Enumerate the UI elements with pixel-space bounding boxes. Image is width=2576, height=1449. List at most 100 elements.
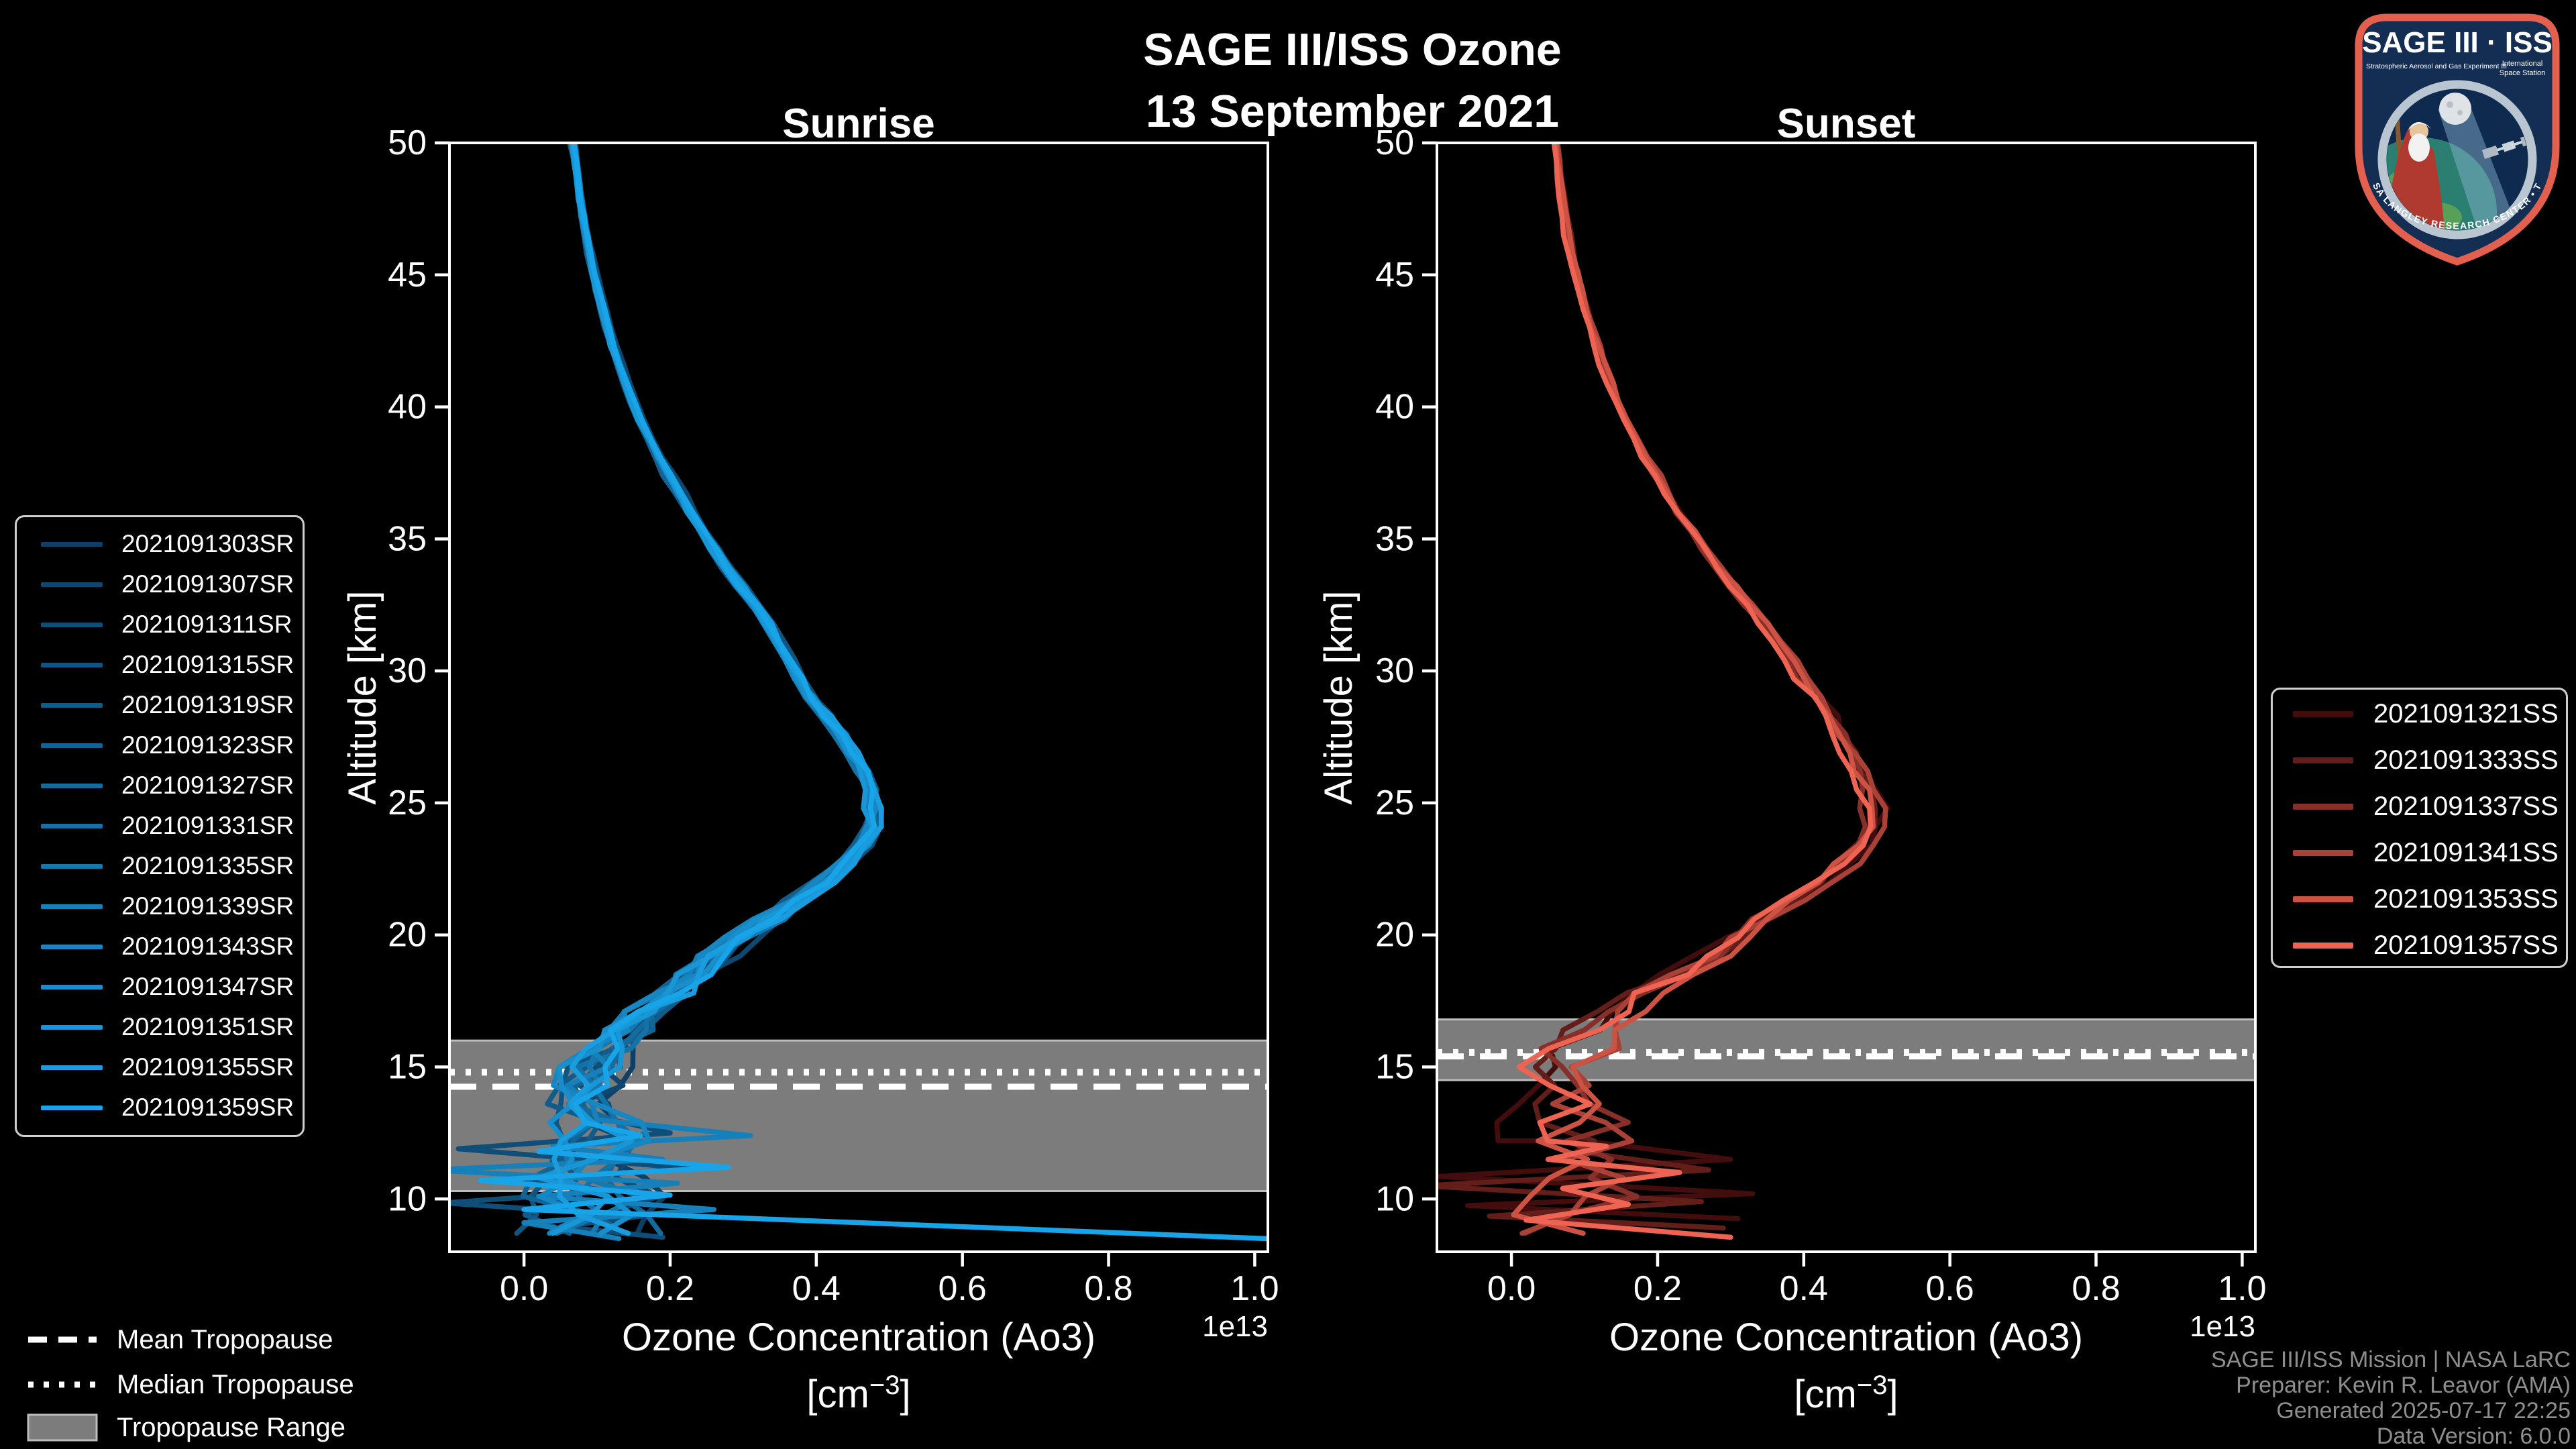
unit-open: [cm	[1794, 1373, 1856, 1416]
legend-item: 2021091319SR	[17, 685, 303, 725]
y-tick-label: 30	[1375, 651, 1414, 690]
x-tick-label: 1.0	[1230, 1269, 1279, 1308]
figure-title: SAGE III/ISS Ozone 13 September 2021	[1143, 19, 1561, 142]
axes-spines	[448, 142, 1269, 1253]
logo-subtitle-right1: International	[2502, 60, 2543, 68]
footer-line-preparer: Preparer: Kevin R. Leavor (AMA)	[2236, 1373, 2571, 1398]
series-color-swatch	[2293, 850, 2353, 856]
series-color-swatch	[41, 904, 103, 909]
sunrise-panel: 0.0 0.2 0.4 0.6 0.8 1.0 10 15 20 25 30 35 40 45 50	[388, 123, 1279, 1308]
series-label: 2021091343SR	[121, 932, 294, 960]
legend-item: 2021091353SS	[2273, 876, 2566, 922]
sunrise-panel-title: Sunrise	[782, 101, 934, 147]
y-tick-label: 40	[388, 388, 427, 427]
sunrise-y-axis-label: Altitude [km]	[341, 590, 384, 804]
x-tick-label: 0.4	[1780, 1269, 1828, 1308]
profile-curves	[449, 143, 1268, 1242]
series-label: 2021091351SR	[121, 1013, 294, 1040]
legend-item: 2021091307SR	[17, 564, 303, 604]
sunset-x-axis-label: Ozone Concentration (Ao3)	[1609, 1316, 2083, 1359]
series-label: 2021091339SR	[121, 892, 294, 920]
x-tick-label: 0.2	[646, 1269, 694, 1308]
axes-spines	[1436, 142, 2257, 1253]
profile-line	[478, 143, 1268, 1242]
sunrise-axis-offset: 1e13	[1202, 1310, 1268, 1343]
series-color-swatch	[41, 783, 103, 788]
profile-line	[1516, 143, 1874, 1240]
band-swatch-icon	[27, 1413, 98, 1442]
series-label: 2021091333SS	[2373, 745, 2559, 775]
legend-item: 2021091355SR	[17, 1047, 303, 1087]
sunrise-x-axis-label: Ozone Concentration (Ao3)	[622, 1316, 1095, 1359]
x-tick-label: 0.0	[1487, 1269, 1536, 1308]
series-color-swatch	[41, 1024, 103, 1030]
x-tick-label: 0.8	[2072, 1269, 2120, 1308]
series-color-swatch	[2293, 896, 2353, 902]
sunset-axis-offset: 1e13	[2190, 1310, 2255, 1343]
legend-item: 2021091351SR	[17, 1007, 303, 1047]
legend-item: 2021091347SR	[17, 967, 303, 1007]
legend-label: Mean Tropopause	[117, 1324, 333, 1354]
x-tick-label: 0.2	[1633, 1269, 1682, 1308]
legend-item: 2021091359SR	[17, 1087, 303, 1128]
series-color-swatch	[41, 984, 103, 989]
legend-item: 2021091303SR	[17, 524, 303, 564]
logo-title: SAGE III · ISS	[2362, 26, 2553, 59]
series-color-swatch	[41, 743, 103, 748]
x-tick-label: 0.6	[938, 1269, 987, 1308]
series-label: 2021091323SR	[121, 731, 294, 759]
legend-item-tropopause-range: Tropopause Range	[25, 1411, 345, 1444]
legend-item: 2021091343SR	[17, 926, 303, 967]
legend-item: 2021091311SR	[17, 604, 303, 645]
series-color-swatch	[41, 622, 103, 627]
x-tick-label: 0.4	[792, 1269, 841, 1308]
sunset-y-axis-label: Altitude [km]	[1317, 590, 1360, 804]
light-beam	[2438, 102, 2518, 230]
series-color-swatch	[41, 863, 103, 869]
moon-crater	[2457, 110, 2463, 115]
series-label: 2021091337SS	[2373, 792, 2559, 821]
series-label: 2021091335SR	[121, 852, 294, 879]
figure-title-line2: 13 September 2021	[1145, 86, 1560, 137]
figure-title-line1: SAGE III/ISS Ozone	[1143, 24, 1562, 75]
y-tick-label: 25	[388, 784, 427, 822]
sunset-x-axis-unit: [cm−3]	[1794, 1371, 1898, 1416]
sunset-legend: 2021091321SS 2021091333SS 2021091337SS 2021…	[2271, 688, 2568, 968]
series-label: 2021091341SS	[2373, 838, 2559, 867]
legend-item: 2021091323SR	[17, 725, 303, 765]
series-color-swatch	[41, 823, 103, 828]
legend-item-median-tropopause: Median Tropopause	[25, 1368, 354, 1401]
legend-item: 2021091335SR	[17, 846, 303, 886]
footer-credits: SAGE III/ISS Mission | NASA LaRC Prepare…	[2211, 1347, 2571, 1449]
series-label: 2021091303SR	[121, 530, 294, 557]
dashed-line-icon	[28, 1336, 97, 1343]
y-tick-label: 10	[1375, 1179, 1414, 1218]
y-tick-label: 20	[1375, 916, 1414, 955]
unit-sup: −3	[1857, 1371, 1888, 1400]
y-tick-label: 50	[388, 123, 427, 162]
wizard-beard	[2408, 133, 2430, 162]
footer-line-version: Data Version: 6.0.0	[2376, 1424, 2571, 1449]
series-label: 2021091311SR	[121, 610, 292, 638]
series-label: 2021091353SS	[2373, 884, 2559, 914]
x-tick-label: 0.6	[1926, 1269, 1974, 1308]
y-tick-label: 10	[388, 1179, 427, 1218]
legend-item: 2021091341SS	[2273, 830, 2566, 876]
sage-iii-iss-logo: SAGE III · ISS Stratospheric Aerosol and…	[2343, 8, 2560, 266]
sunrise-legend: 2021091303SR 2021091307SR 2021091311SR 2021…	[15, 515, 305, 1137]
sunset-panel-title: Sunset	[1777, 101, 1916, 147]
footer-line-generated: Generated 2025-07-17 22:25	[2276, 1398, 2571, 1424]
series-color-swatch	[41, 1065, 103, 1070]
legend-label: Median Tropopause	[117, 1369, 354, 1399]
y-tick-label: 45	[388, 256, 427, 294]
series-label: 2021091331SR	[121, 812, 294, 839]
series-label: 2021091307SR	[121, 570, 294, 598]
logo-subtitle-left: Stratospheric Aerosol and Gas Experiment…	[2366, 62, 2507, 70]
moon-crater	[2447, 101, 2453, 108]
sunrise-x-axis-unit: [cm−3]	[806, 1371, 910, 1416]
y-tick-label: 45	[1375, 256, 1414, 294]
legend-item: 2021091357SS	[2273, 922, 2566, 969]
series-label: 2021091359SR	[121, 1093, 294, 1121]
y-tick-label: 30	[388, 651, 427, 690]
legend-item: 2021091337SS	[2273, 784, 2566, 830]
